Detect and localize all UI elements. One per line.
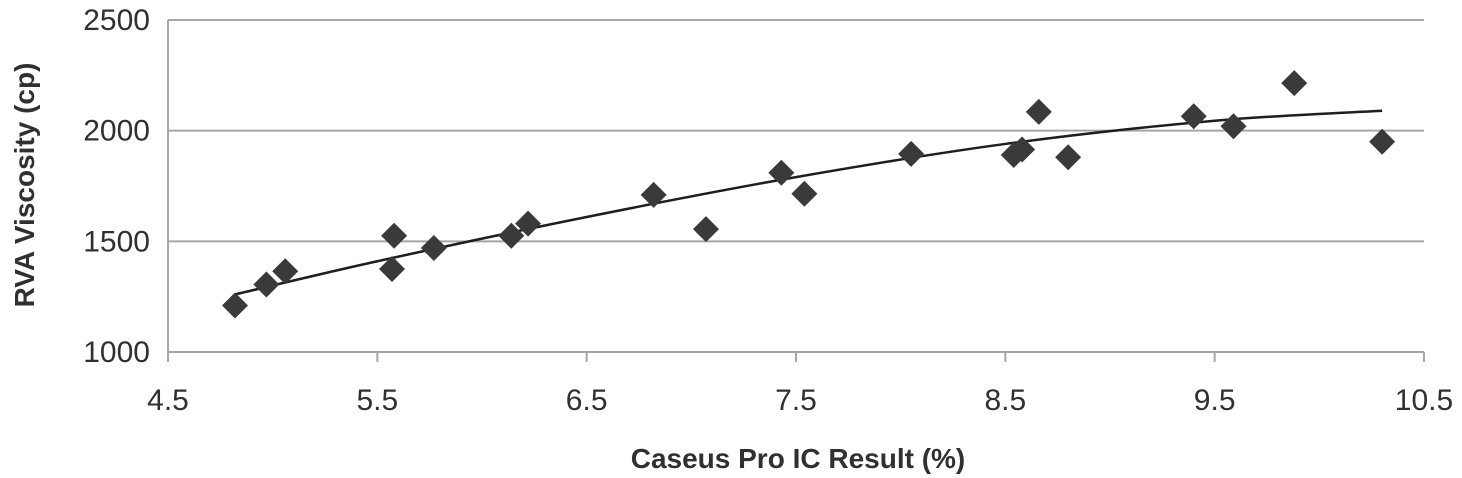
data-point — [253, 271, 280, 298]
data-points — [221, 70, 1396, 319]
y-tick-label: 2500 — [83, 4, 150, 37]
data-point — [1055, 144, 1082, 171]
data-point — [640, 181, 667, 208]
data-point — [1281, 70, 1308, 97]
y-tick-label: 1500 — [83, 225, 150, 258]
y-tick-label: 1000 — [83, 336, 150, 369]
data-point — [791, 180, 818, 207]
gridlines — [168, 19, 1424, 353]
x-tick-label: 6.5 — [566, 384, 608, 417]
x-tick-label: 4.5 — [147, 384, 189, 417]
trendline — [234, 109, 1383, 296]
data-point — [272, 258, 299, 285]
data-point — [515, 210, 542, 237]
data-point — [378, 256, 405, 282]
trendline-layer — [234, 109, 1383, 296]
data-point — [420, 234, 447, 261]
axes — [167, 20, 1425, 362]
x-tick-label: 9.5 — [1194, 384, 1236, 417]
data-point — [692, 216, 719, 243]
data-point — [498, 222, 525, 249]
data-point — [1025, 98, 1052, 125]
y-tick-labels: 1000 1500 2000 2500 — [83, 4, 150, 369]
x-tick-label: 8.5 — [984, 384, 1026, 417]
x-axis-title: Caseus Pro IC Result (%) — [631, 443, 966, 474]
data-point — [1220, 113, 1247, 140]
x-tick-label: 5.5 — [356, 384, 398, 417]
data-point — [1009, 136, 1036, 163]
x-tick-label: 10.5 — [1395, 384, 1453, 417]
y-axis-title: RVA Viscosity (cp) — [9, 63, 40, 308]
data-point — [768, 159, 795, 186]
x-tick-labels: 4.5 5.5 6.5 7.5 8.5 9.5 10.5 — [147, 384, 1453, 417]
x-tick-label: 7.5 — [775, 384, 817, 417]
data-point — [221, 292, 248, 319]
data-point — [1369, 128, 1396, 155]
data-point — [381, 222, 408, 249]
data-point — [898, 140, 925, 167]
y-tick-label: 2000 — [83, 115, 150, 148]
data-point — [1180, 103, 1207, 130]
